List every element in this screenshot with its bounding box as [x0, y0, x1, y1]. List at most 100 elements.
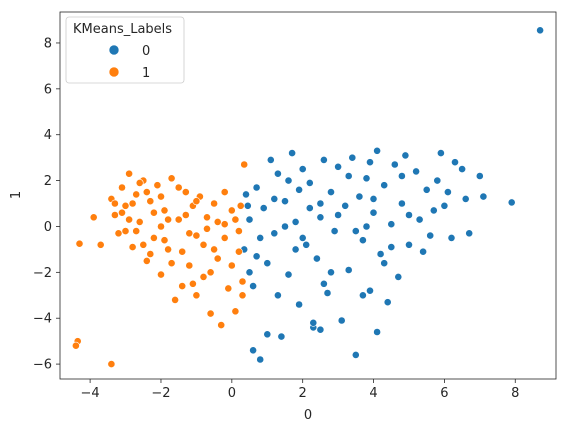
point-series-1-50: [157, 222, 165, 231]
point-series-1-73: [210, 245, 218, 254]
point-series-0-55: [266, 155, 275, 164]
point-series-0-95: [243, 201, 252, 210]
point-series-0-57: [259, 204, 268, 212]
point-series-0-67: [249, 346, 257, 355]
point-series-0-64: [309, 318, 318, 327]
point-series-0-12: [426, 231, 435, 240]
x-tick-label: −2: [151, 386, 170, 401]
point-series-0-30: [355, 192, 364, 201]
point-series-0-25: [373, 146, 381, 155]
point-series-0-66: [263, 330, 272, 339]
point-series-1-69: [135, 178, 144, 187]
point-series-1-36: [213, 254, 222, 263]
point-series-1-64: [178, 247, 187, 256]
point-series-1-49: [174, 183, 183, 192]
point-series-0-29: [358, 236, 367, 245]
point-series-0-6: [458, 165, 466, 173]
point-series-0-44: [305, 178, 314, 187]
point-series-1-14: [135, 217, 144, 226]
point-series-0-97: [295, 185, 303, 194]
point-series-1-18: [149, 233, 158, 242]
point-series-1-21: [160, 206, 169, 215]
y-tick-label: −2: [33, 266, 52, 281]
x-tick-label: 6: [440, 386, 448, 401]
point-series-0-85: [305, 204, 314, 212]
point-series-1-57: [213, 217, 222, 226]
points-layer: [72, 26, 544, 368]
point-series-0-70: [281, 222, 289, 231]
point-series-0-86: [362, 222, 371, 231]
point-series-0-38: [327, 188, 335, 196]
point-series-0-89: [245, 268, 254, 277]
y-tick-label: 8: [44, 36, 52, 51]
point-series-1-47: [220, 188, 229, 196]
point-series-0-69: [373, 328, 381, 336]
point-series-0-0: [536, 26, 544, 35]
point-series-0-53: [273, 169, 282, 178]
point-series-0-59: [252, 183, 261, 192]
point-series-1-19: [153, 181, 162, 190]
point-series-1-67: [220, 233, 229, 242]
y-tick-label: 4: [44, 128, 52, 143]
point-series-1-26: [178, 282, 187, 290]
y-tick-label: 0: [44, 220, 52, 235]
point-series-1-7: [111, 211, 119, 219]
point-series-1-48: [192, 197, 201, 206]
x-tick-label: −4: [81, 386, 100, 401]
point-series-0-2: [479, 192, 488, 201]
y-tick-label: −6: [33, 358, 52, 373]
point-series-1-8: [114, 229, 123, 238]
y-axis-label: 1: [9, 191, 24, 199]
point-series-1-72: [188, 279, 197, 288]
legend-entry-0: 0: [142, 44, 150, 59]
point-series-0-23: [380, 181, 389, 190]
point-series-1-20: [157, 270, 165, 279]
legend-box: [65, 16, 185, 84]
point-series-1-44: [238, 277, 247, 286]
point-series-1-4: [89, 213, 98, 222]
point-series-0-18: [397, 199, 406, 208]
point-series-0-60: [249, 282, 257, 290]
point-series-1-11: [125, 169, 134, 178]
x-axis-ticks: −4 −2 0 2 4 6 8: [81, 379, 519, 401]
point-series-0-61: [245, 215, 254, 224]
point-series-0-11: [433, 176, 442, 185]
point-series-1-76: [128, 199, 137, 208]
point-series-0-77: [405, 211, 413, 219]
point-series-0-78: [270, 194, 279, 203]
point-series-1-42: [234, 247, 243, 256]
point-series-1-75: [111, 199, 119, 208]
point-series-1-10: [121, 201, 130, 210]
point-series-1-77: [157, 192, 165, 201]
point-series-1-16: [142, 256, 151, 265]
point-series-1-17: [146, 197, 155, 206]
point-series-1-53: [149, 208, 158, 217]
point-series-1-41: [231, 307, 240, 316]
point-series-1-34: [206, 309, 215, 318]
point-series-0-31: [351, 350, 360, 359]
point-series-0-83: [256, 233, 265, 242]
legend-title: KMeans_Labels: [73, 22, 172, 37]
point-series-0-21: [387, 220, 396, 229]
point-series-0-27: [366, 286, 374, 295]
point-series-0-54: [270, 229, 279, 238]
point-series-0-46: [298, 165, 307, 173]
point-series-1-23: [167, 174, 176, 183]
point-series-0-91: [319, 279, 328, 288]
point-series-0-68: [358, 291, 367, 300]
point-series-0-4: [465, 229, 474, 238]
point-series-0-13: [422, 185, 431, 194]
point-series-1-28: [185, 261, 194, 270]
point-series-0-50: [284, 270, 293, 279]
point-series-0-14: [415, 215, 424, 224]
point-series-1-5: [96, 240, 105, 249]
point-series-1-22: [164, 245, 172, 254]
point-series-0-42: [312, 254, 321, 263]
point-series-0-10: [436, 149, 445, 157]
y-tick-label: 6: [44, 82, 52, 97]
point-series-0-75: [369, 194, 378, 203]
point-series-1-58: [227, 261, 236, 270]
point-series-0-40: [319, 155, 328, 164]
point-series-1-0: [75, 239, 84, 248]
